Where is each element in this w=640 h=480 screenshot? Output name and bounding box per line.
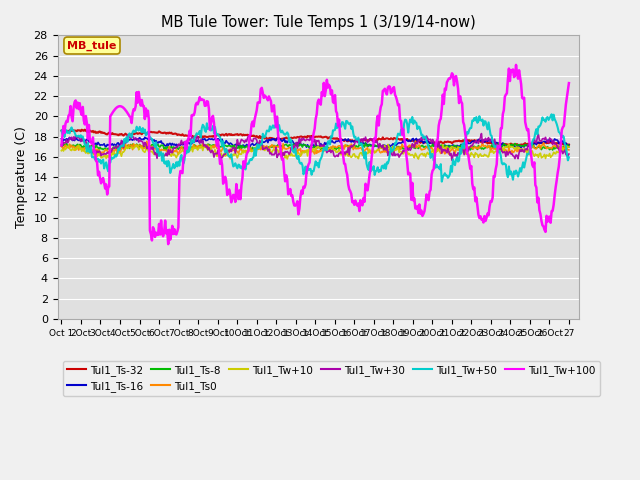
Legend: Tul1_Ts-32, Tul1_Ts-16, Tul1_Ts-8, Tul1_Ts0, Tul1_Tw+10, Tul1_Tw+30, Tul1_Tw+50,: Tul1_Ts-32, Tul1_Ts-16, Tul1_Ts-8, Tul1_… [63, 361, 600, 396]
Y-axis label: Temperature (C): Temperature (C) [15, 126, 28, 228]
Title: MB Tule Tower: Tule Temps 1 (3/19/14-now): MB Tule Tower: Tule Temps 1 (3/19/14-now… [161, 15, 476, 30]
Text: MB_tule: MB_tule [67, 40, 116, 51]
